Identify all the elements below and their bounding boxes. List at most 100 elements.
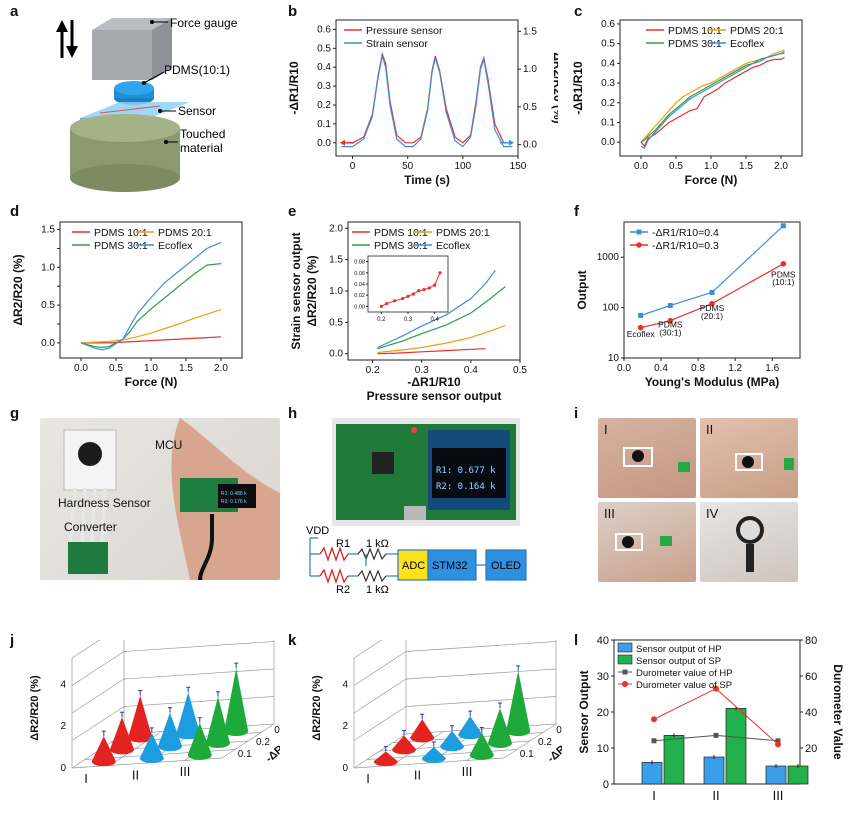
- x-tick-label: 1.2: [728, 363, 742, 374]
- photo-i-4: IV: [700, 502, 798, 582]
- cone: [488, 708, 512, 748]
- panel-label-i: i: [574, 405, 579, 422]
- bar: [641, 762, 663, 785]
- group-label: II: [414, 768, 421, 783]
- category-label: I: [652, 788, 656, 803]
- z-tick-label: 2: [60, 721, 66, 732]
- y-tick-label: 0.6: [317, 24, 331, 35]
- box-edge: [71, 640, 101, 659]
- cone: [158, 712, 182, 752]
- legend-label: Ecoflex: [730, 38, 765, 50]
- bar: [787, 765, 809, 785]
- plot-frame: [623, 221, 801, 359]
- panel-label-a: a: [10, 3, 19, 20]
- x-tick-label: 0.0: [74, 363, 88, 374]
- y-tick-label: 0.2: [317, 100, 331, 111]
- y-tick-label: 0.4: [601, 58, 615, 69]
- touched-label: Touched: [180, 127, 225, 141]
- series-line: [640, 263, 784, 329]
- x-tick-label: 1.6: [765, 363, 779, 374]
- z-tick-label: 4: [342, 679, 348, 690]
- annotation: (30:1): [659, 327, 681, 337]
- z-tick-label: 2: [342, 721, 348, 732]
- data-point: [667, 303, 673, 309]
- x-tick-label: 1.5: [179, 363, 193, 374]
- right-arrow-head: [509, 139, 514, 146]
- plot-frame: [335, 19, 519, 157]
- y-tick-label: 40: [597, 635, 609, 647]
- y-tick-label: 2.0: [329, 223, 343, 234]
- up-down-arrows-icon: [56, 20, 78, 58]
- y-tick-label: 0.6: [601, 19, 615, 30]
- legend-label: Durometer value of HP: [636, 668, 733, 679]
- x-tick-label: 0.2: [366, 365, 380, 376]
- inset-x-tick-label: 0.3: [404, 317, 413, 323]
- material-label: material: [180, 141, 223, 155]
- cone: [128, 695, 153, 743]
- cone: [176, 692, 201, 740]
- y-tick-label: 0.4: [317, 62, 331, 73]
- photo-i-2-label: II: [706, 422, 714, 437]
- panel-label-b: b: [288, 3, 298, 20]
- x-axis-label: Force (N): [685, 173, 738, 187]
- z-tick-label: 0: [60, 763, 66, 774]
- cone: [110, 717, 134, 755]
- x-tick-label: 0.3: [415, 365, 429, 376]
- stm32-label: STM32: [432, 560, 467, 572]
- cone: [373, 751, 398, 767]
- panel-label-d: d: [10, 203, 20, 220]
- sensor-label: Sensor: [178, 104, 216, 118]
- category-label: III: [773, 788, 784, 803]
- x-tick-label: 0.0: [634, 161, 648, 172]
- y-axis-label: Sensor Output: [577, 670, 591, 753]
- legend-marker: [622, 669, 628, 675]
- series-line: [80, 263, 222, 349]
- legend-label: -ΔR1/R10=0.3: [652, 240, 719, 252]
- y-tick-label: 0.3: [601, 78, 615, 89]
- left-arrow-head: [340, 139, 345, 146]
- series-line: [377, 269, 496, 349]
- y2-tick-label: 20: [805, 743, 817, 755]
- grid-line: [405, 668, 557, 680]
- y-tick-label: 0.3: [317, 81, 331, 92]
- photo-i-3-label: III: [604, 506, 615, 521]
- x-tick-label: 0.5: [513, 365, 527, 376]
- photo-i-1-label: I: [604, 422, 608, 437]
- data-point: [651, 716, 657, 723]
- x-tick-label: 1.0: [144, 363, 158, 374]
- legend-label: PDMS 10:1: [668, 25, 722, 37]
- force-gauge-label: Force gauge: [170, 16, 238, 30]
- legend-label: PDMS 30:1: [668, 38, 722, 50]
- y2-tick-label: 80: [805, 635, 817, 647]
- cone: [187, 722, 212, 760]
- group-label: III: [462, 764, 473, 779]
- inset-y-tick-label: 0.02: [354, 293, 365, 299]
- cone: [224, 668, 249, 737]
- x-axis-label: Force (N): [125, 375, 178, 389]
- category-label: II: [712, 788, 719, 803]
- x-tick-label: 0.4: [654, 363, 668, 374]
- photo-i-3: III: [598, 502, 696, 582]
- r1-label: R1: [336, 538, 350, 550]
- group-label: II: [132, 768, 139, 783]
- y2-axis-label: Durometer Value: [831, 664, 845, 760]
- y-tick-label: 10: [608, 353, 620, 364]
- annotation: Ecoflex: [627, 329, 656, 339]
- panel-h-circuit: VDD R1 R2 1 kΩ 1 kΩ ADC STM32 OLED: [306, 525, 527, 596]
- converter-label: Converter: [64, 520, 117, 534]
- x-tick-label: 0.5: [669, 161, 683, 172]
- series-line: [81, 336, 222, 344]
- data-point: [780, 223, 786, 229]
- data-point: [638, 312, 644, 318]
- panel-label-g: g: [10, 405, 20, 422]
- panel-label-j: j: [10, 632, 15, 649]
- y-tick-label: 0.0: [317, 138, 331, 149]
- grid-line: [123, 641, 275, 652]
- x-tick-label: 0.0: [617, 363, 631, 374]
- legend-label: PDMS 10:1: [374, 227, 428, 239]
- adc-label: ADC: [402, 560, 425, 572]
- data-point: [775, 741, 781, 748]
- y-tick-label: 100: [602, 303, 619, 314]
